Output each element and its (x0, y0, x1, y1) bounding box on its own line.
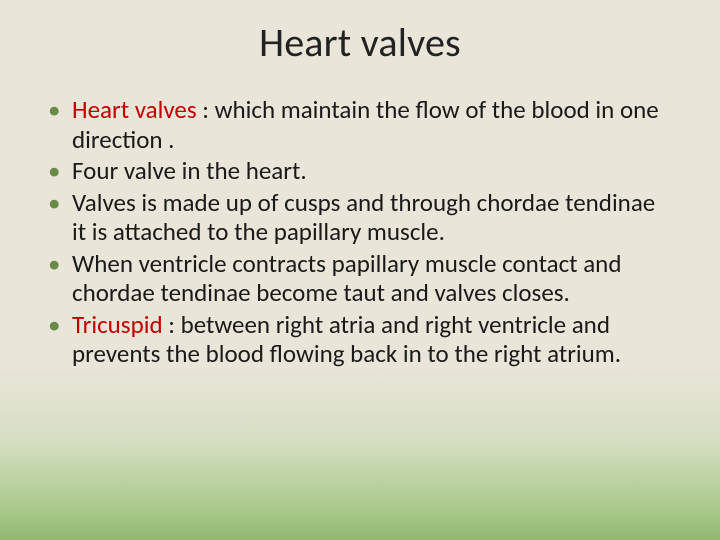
bullet-text: Valves is made up of cusps and through c… (72, 187, 655, 248)
bullet-text: Four valve in the heart. (72, 155, 307, 186)
bullet-list: Heart valves : which maintain the flow o… (40, 95, 680, 369)
slide: Heart valves Heart valves : which mainta… (0, 0, 720, 540)
list-item: When ventricle contracts papillary muscl… (44, 249, 672, 308)
bullet-term: Heart valves (72, 94, 197, 125)
bullet-term: Tricuspid (72, 309, 163, 340)
list-item: Heart valves : which maintain the flow o… (44, 95, 672, 154)
bullet-text: When ventricle contracts papillary muscl… (72, 248, 621, 309)
slide-title: Heart valves (40, 18, 680, 67)
list-item: Tricuspid : between right atria and righ… (44, 310, 672, 369)
list-item: Four valve in the heart. (44, 156, 672, 186)
list-item: Valves is made up of cusps and through c… (44, 188, 672, 247)
